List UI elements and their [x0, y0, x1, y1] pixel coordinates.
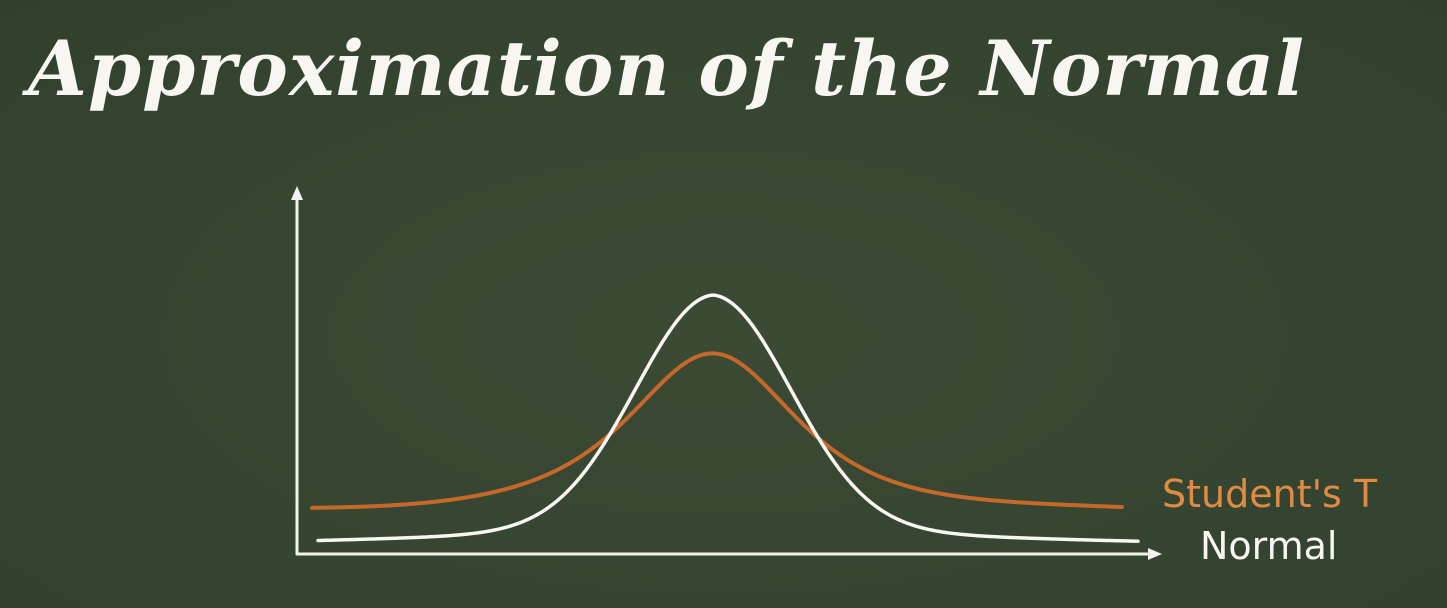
legend-normal: Normal — [1200, 524, 1338, 568]
student-t-curve — [310, 351, 1124, 510]
x-axis-arrowhead — [1148, 548, 1162, 560]
slide-title: Approximation of the Normal — [28, 24, 1305, 113]
normal-curve — [316, 293, 1140, 543]
legend-student-t: Student's T — [1162, 472, 1378, 516]
y-axis-arrowhead — [291, 186, 303, 200]
